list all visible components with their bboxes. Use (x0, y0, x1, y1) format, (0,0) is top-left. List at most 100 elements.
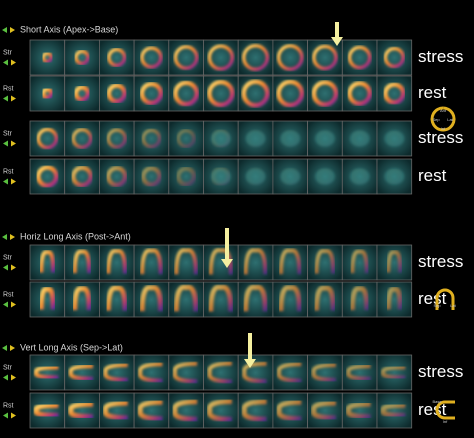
row-side-label: rest (418, 83, 447, 102)
arrow-icon (10, 345, 15, 351)
image-tile (64, 39, 100, 76)
image-tile (29, 354, 66, 391)
myocardium (208, 284, 234, 312)
image-tile (376, 39, 413, 76)
row-label: Str (3, 364, 13, 371)
image-tile (64, 392, 100, 429)
myocardium (39, 250, 56, 273)
tile-bg (99, 158, 135, 195)
image-tile (237, 158, 274, 195)
tile-bg (133, 75, 170, 112)
myocardium (72, 249, 92, 274)
image-tile (133, 75, 170, 112)
arrow-icon (10, 27, 15, 33)
ring (140, 46, 163, 69)
image-tile (99, 39, 135, 76)
tile-bg (29, 39, 66, 76)
image-tile (272, 392, 308, 429)
image-tile (237, 392, 274, 429)
ring (107, 47, 127, 68)
image-tile (272, 354, 308, 391)
image-tile (341, 158, 378, 195)
image-tile (168, 281, 204, 318)
noise (384, 130, 405, 147)
tile-bg (133, 281, 170, 318)
myocardium (241, 399, 267, 422)
tile-bg (376, 75, 413, 112)
myocardium (68, 401, 94, 420)
image-tile (99, 392, 135, 429)
ring (176, 128, 196, 149)
image-tile (307, 75, 343, 112)
image-tile (272, 75, 308, 112)
image-tile (29, 120, 66, 157)
ring (141, 128, 162, 149)
image-tile (133, 39, 170, 76)
myocardium (243, 284, 268, 312)
image-tile (376, 281, 413, 318)
row-side-label: stress (418, 362, 463, 381)
tile-bg (99, 120, 135, 157)
noise (245, 130, 266, 147)
ring (41, 51, 54, 64)
image-tile (237, 75, 274, 112)
tile-bg (29, 244, 66, 281)
noise (384, 168, 405, 185)
image-tile (237, 281, 274, 318)
myocardium (102, 400, 128, 421)
arrow-icon (11, 412, 16, 419)
noise (210, 168, 231, 185)
myocardium (311, 400, 336, 421)
ring (347, 81, 372, 106)
icon-shape (430, 106, 456, 132)
tile-bg (29, 158, 66, 195)
icon-shape (435, 288, 455, 310)
ring (276, 44, 304, 71)
image-tile (64, 354, 100, 391)
arrow-icon (11, 178, 16, 185)
ring (139, 81, 164, 106)
image-tile (203, 75, 239, 112)
noise (245, 168, 266, 185)
tile-bg (99, 75, 135, 112)
row-label: Rst (3, 168, 14, 175)
image-tile (203, 158, 239, 195)
image-tile (341, 281, 378, 318)
icon-label: Inf (441, 126, 446, 131)
ring (242, 43, 270, 72)
arrow-icon (11, 301, 16, 308)
ring (36, 127, 59, 150)
image-tile (99, 120, 135, 157)
image-tile (341, 75, 378, 112)
tile-bg (29, 120, 66, 157)
orientation-icon: Sep Lat (433, 288, 457, 310)
image-tile (29, 244, 66, 281)
image-tile (203, 39, 239, 76)
myocardium (385, 286, 403, 310)
row-side-label: stress (418, 252, 463, 271)
image-tile (203, 244, 239, 281)
section-title: Horiz Long Axis (Post->Ant) (20, 231, 131, 241)
myocardium (172, 399, 198, 422)
myocardium (33, 365, 59, 380)
ring (173, 45, 199, 70)
arrow-icon (2, 234, 7, 240)
myocardium (279, 248, 302, 275)
image-tile (376, 392, 413, 429)
myocardium (105, 285, 128, 311)
myocardium (174, 248, 198, 275)
icon-label: Lat (450, 303, 456, 308)
tile-bg (64, 158, 100, 195)
image-tile (29, 39, 66, 76)
ring (312, 44, 338, 71)
tile-bg (133, 39, 170, 76)
icon-label: Inf (443, 419, 448, 424)
image-tile (272, 244, 308, 281)
arrow-icon (11, 264, 16, 271)
ring (106, 83, 127, 104)
image-tile (341, 244, 378, 281)
image-tile (307, 39, 343, 76)
myocardium (207, 399, 232, 422)
